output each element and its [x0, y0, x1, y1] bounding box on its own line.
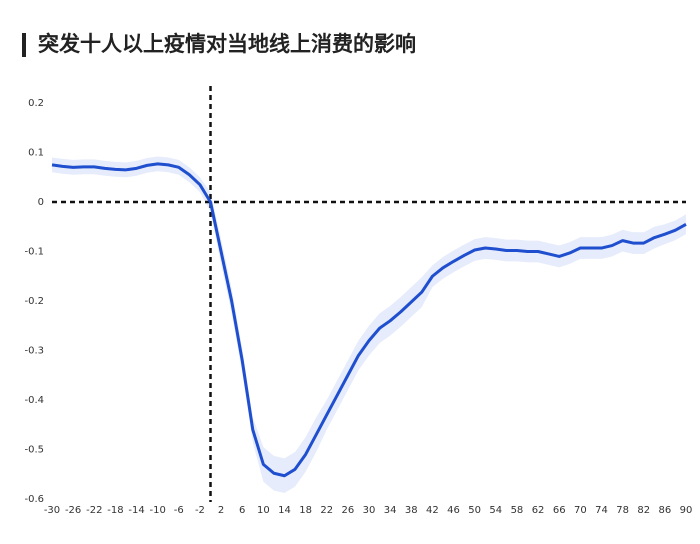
- y-tick-label: 0.1: [28, 148, 44, 159]
- x-tick-label: -30: [44, 505, 60, 516]
- x-tick-label: -6: [174, 505, 184, 516]
- x-tick-label: 26: [341, 505, 354, 516]
- confidence-band: [52, 156, 686, 494]
- x-tick-label: 74: [595, 505, 608, 516]
- y-tick-label: -0.3: [24, 346, 44, 357]
- chart-title: 突发十人以上疫情对当地线上消费的影响: [38, 32, 416, 56]
- x-tick-label: -22: [86, 505, 102, 516]
- x-tick-label: 86: [658, 505, 671, 516]
- x-tick-label: -18: [107, 505, 123, 516]
- y-tick-label: -0.6: [24, 494, 44, 505]
- x-tick-label: 2: [218, 505, 224, 516]
- x-tick-label: 82: [637, 505, 650, 516]
- y-tick-label: 0: [38, 197, 44, 208]
- x-tick-label: 70: [574, 505, 587, 516]
- x-tick-label: 62: [532, 505, 545, 516]
- x-tick-label: -14: [128, 505, 144, 516]
- x-tick-label: 38: [405, 505, 418, 516]
- x-tick-label: -26: [65, 505, 81, 516]
- x-tick-label: 18: [299, 505, 312, 516]
- y-tick-label: -0.2: [24, 296, 44, 307]
- x-tick-label: 42: [426, 505, 439, 516]
- title-bar: [22, 33, 26, 57]
- y-tick-label: -0.5: [24, 445, 44, 456]
- line: [51, 162, 687, 478]
- x-tick-label: 50: [468, 505, 481, 516]
- x-tick-label: 58: [511, 505, 524, 516]
- x-tick-label: 30: [363, 505, 376, 516]
- y-tick-label: -0.4: [24, 395, 44, 406]
- x-tick-label: 54: [489, 505, 502, 516]
- x-tick-label: 34: [384, 505, 397, 516]
- x-tick-label: 10: [257, 505, 270, 516]
- x-tick-label: 66: [553, 505, 566, 516]
- x-tick-label: 22: [320, 505, 333, 516]
- y-tick-label: -0.1: [24, 247, 44, 258]
- x-tick-label: 14: [278, 505, 291, 516]
- x-tick-label: -2: [195, 505, 205, 516]
- x-tick-label: -10: [149, 505, 165, 516]
- x-tick-label: 46: [447, 505, 460, 516]
- x-tick-label: 90: [680, 505, 693, 516]
- x-tick-label: 6: [239, 505, 245, 516]
- y-tick-label: 0.2: [28, 98, 44, 109]
- x-tick-label: 78: [616, 505, 629, 516]
